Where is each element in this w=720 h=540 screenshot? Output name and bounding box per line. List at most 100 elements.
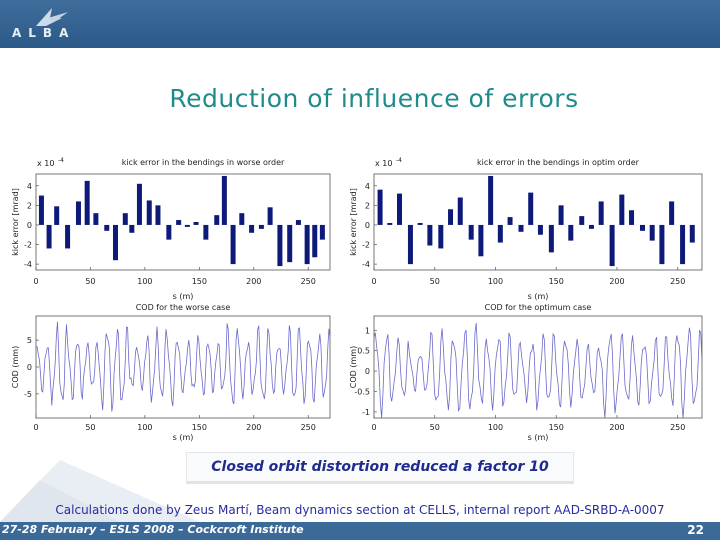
bar xyxy=(38,195,44,225)
bar xyxy=(629,210,635,225)
bar xyxy=(93,213,99,225)
bar xyxy=(319,224,325,240)
bar xyxy=(203,224,209,240)
x-tick-label: 250 xyxy=(670,423,685,432)
bar xyxy=(598,201,604,225)
bar xyxy=(104,224,110,231)
bar xyxy=(438,224,444,249)
x-tick-label: 0 xyxy=(371,423,376,432)
bar xyxy=(387,222,393,225)
bar xyxy=(214,215,220,225)
bar xyxy=(75,201,81,225)
bar xyxy=(122,213,128,225)
header-bar: ALBA xyxy=(0,0,720,48)
y-tick-label: 1 xyxy=(365,326,370,335)
footer-swoosh-icon xyxy=(0,460,200,522)
bar xyxy=(46,224,52,249)
bar xyxy=(680,224,686,265)
x-tick-label: 0 xyxy=(33,277,38,286)
bar xyxy=(518,224,524,232)
y-tick-label: 5 xyxy=(27,336,32,345)
y-tick-label: -0.5 xyxy=(354,387,370,396)
bar xyxy=(267,207,273,225)
bar xyxy=(619,194,625,225)
bar xyxy=(249,224,255,233)
bar xyxy=(184,224,190,227)
x-tick-label: 100 xyxy=(488,423,503,432)
y-tick-label: 0 xyxy=(27,363,32,372)
bar xyxy=(176,220,182,225)
x-tick-label: 200 xyxy=(609,277,624,286)
bar xyxy=(689,224,695,243)
bar xyxy=(568,224,574,241)
x-axis-label: s (m) xyxy=(528,433,549,442)
bar xyxy=(136,183,142,225)
y-tick-label: -2 xyxy=(362,241,370,250)
bar xyxy=(537,224,543,235)
slide-title: Reduction of influence of errors xyxy=(169,84,579,113)
x-tick-label: 100 xyxy=(137,277,152,286)
y-tick-label: 0 xyxy=(365,221,370,230)
bar xyxy=(448,209,454,225)
bar xyxy=(417,222,423,225)
x-tick-label: 100 xyxy=(488,277,503,286)
chart-kick-optim: kick error in the bendings in optim orde… xyxy=(349,157,703,312)
y-multiplier-exponent: -4 xyxy=(396,157,402,164)
bar xyxy=(588,224,594,229)
chart-title: COD for the optimum case xyxy=(485,303,592,312)
y-tick-label: 2 xyxy=(27,201,32,210)
y-tick-label: 0.5 xyxy=(357,347,370,356)
footer-bar: 27-28 February – ESLS 2008 – Cockcroft I… xyxy=(0,522,720,540)
x-tick-label: 0 xyxy=(33,423,38,432)
x-tick-label: 250 xyxy=(301,277,316,286)
x-tick-label: 50 xyxy=(430,423,440,432)
chart-title: kick error in the bendings in worse orde… xyxy=(122,158,285,167)
alba-logo-icon xyxy=(36,8,68,26)
x-tick-label: 250 xyxy=(301,423,316,432)
bar xyxy=(558,205,564,225)
y-axis-label: COD (mm) xyxy=(11,346,20,388)
plot-cod-optim: 1 0.5 0 -0.5 -1 0 50 100 150 200 250 s (m) COD (mm) xyxy=(346,312,712,442)
bar xyxy=(397,193,403,225)
y-multiplier: x 10 xyxy=(375,159,392,168)
bar xyxy=(166,224,172,240)
footer-event: 27-28 February – ESLS 2008 – Cockcroft I… xyxy=(2,523,304,536)
x-tick-label: 150 xyxy=(549,423,564,432)
bar xyxy=(649,224,655,241)
x-tick-label: 50 xyxy=(430,277,440,286)
plot-frame xyxy=(373,173,703,271)
y-tick-label: -1 xyxy=(362,408,370,417)
y-tick-label: 0 xyxy=(27,221,32,230)
y-multiplier: x 10 xyxy=(37,159,54,168)
y-tick-label: 2 xyxy=(365,201,370,210)
bar xyxy=(287,224,293,263)
bar xyxy=(277,224,283,267)
bar xyxy=(193,222,199,225)
bar xyxy=(377,189,383,225)
y-tick-label: -2 xyxy=(24,241,32,250)
x-tick-label: 50 xyxy=(85,277,95,286)
bar xyxy=(478,224,484,257)
bar xyxy=(457,197,463,225)
logo-text: ALBA xyxy=(12,26,76,40)
bar xyxy=(129,224,135,233)
y-tick-label: -5 xyxy=(24,390,32,399)
y-axis-label: kick error [mrad] xyxy=(11,188,20,256)
y-tick-label: -4 xyxy=(362,260,370,269)
bar xyxy=(427,224,433,246)
x-tick-label: 0 xyxy=(371,277,376,286)
bar xyxy=(230,224,236,265)
x-tick-label: 150 xyxy=(192,277,207,286)
bar xyxy=(639,224,645,231)
bar xyxy=(221,175,227,225)
bar xyxy=(507,217,513,225)
cod-trace xyxy=(35,321,331,412)
x-axis-label: s (m) xyxy=(173,292,194,301)
bar xyxy=(659,224,665,265)
x-axis-label: s (m) xyxy=(528,292,549,301)
bar xyxy=(304,224,310,265)
x-tick-label: 250 xyxy=(670,277,685,286)
bar xyxy=(146,200,152,225)
